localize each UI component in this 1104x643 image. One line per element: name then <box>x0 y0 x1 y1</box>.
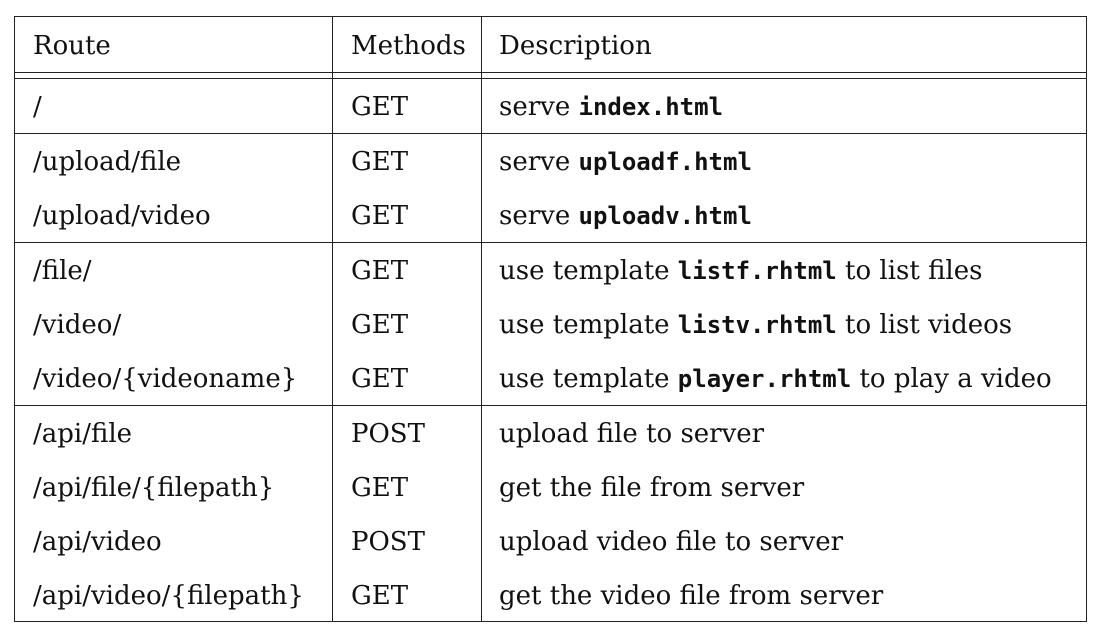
column-divider <box>481 17 482 621</box>
method-cell: GET <box>351 147 409 177</box>
method-cell: GET <box>351 201 409 231</box>
route-cell: /video/{videoname} <box>33 364 298 394</box>
group-divider <box>15 405 1086 406</box>
route-cell: /api/video/{filepath} <box>33 581 304 611</box>
method-cell: GET <box>351 92 409 122</box>
description-cell: serve index.html <box>499 92 723 122</box>
description-cell: serve uploadv.html <box>499 201 752 231</box>
method-cell: GET <box>351 581 409 611</box>
group-divider <box>15 133 1086 134</box>
header-rule <box>15 72 1086 73</box>
route-cell: /upload/video <box>33 201 211 231</box>
route-cell: /api/file/{filepath} <box>33 473 275 503</box>
route-cell: / <box>33 92 42 122</box>
column-divider <box>332 17 333 621</box>
description-cell: use template player.rhtml to play a vide… <box>499 364 1052 394</box>
route-cell: /upload/file <box>33 147 182 177</box>
method-cell: GET <box>351 473 409 503</box>
description-cell: upload file to server <box>499 419 765 449</box>
route-cell: /api/file <box>33 419 133 449</box>
method-cell: GET <box>351 256 409 286</box>
description-cell: get the video file from server <box>499 581 884 611</box>
header-route: Route <box>33 31 111 61</box>
header-description: Description <box>499 31 652 61</box>
description-cell: use template listf.rhtml to list files <box>499 256 983 286</box>
method-cell: GET <box>351 310 409 340</box>
route-cell: /file/ <box>33 256 92 286</box>
description-cell: upload video file to server <box>499 527 844 557</box>
description-cell: use template listv.rhtml to list videos <box>499 310 1013 340</box>
group-divider <box>15 242 1086 243</box>
method-cell: GET <box>351 364 409 394</box>
description-cell: get the file from server <box>499 473 805 503</box>
description-cell: serve uploadf.html <box>499 147 752 177</box>
method-cell: POST <box>351 527 425 557</box>
route-cell: /api/video <box>33 527 162 557</box>
header-rule <box>15 78 1086 79</box>
header-methods: Methods <box>351 31 466 61</box>
route-cell: /video/ <box>33 310 122 340</box>
method-cell: POST <box>351 419 425 449</box>
routes-table: Route Methods Description / GET serve in… <box>14 16 1087 622</box>
